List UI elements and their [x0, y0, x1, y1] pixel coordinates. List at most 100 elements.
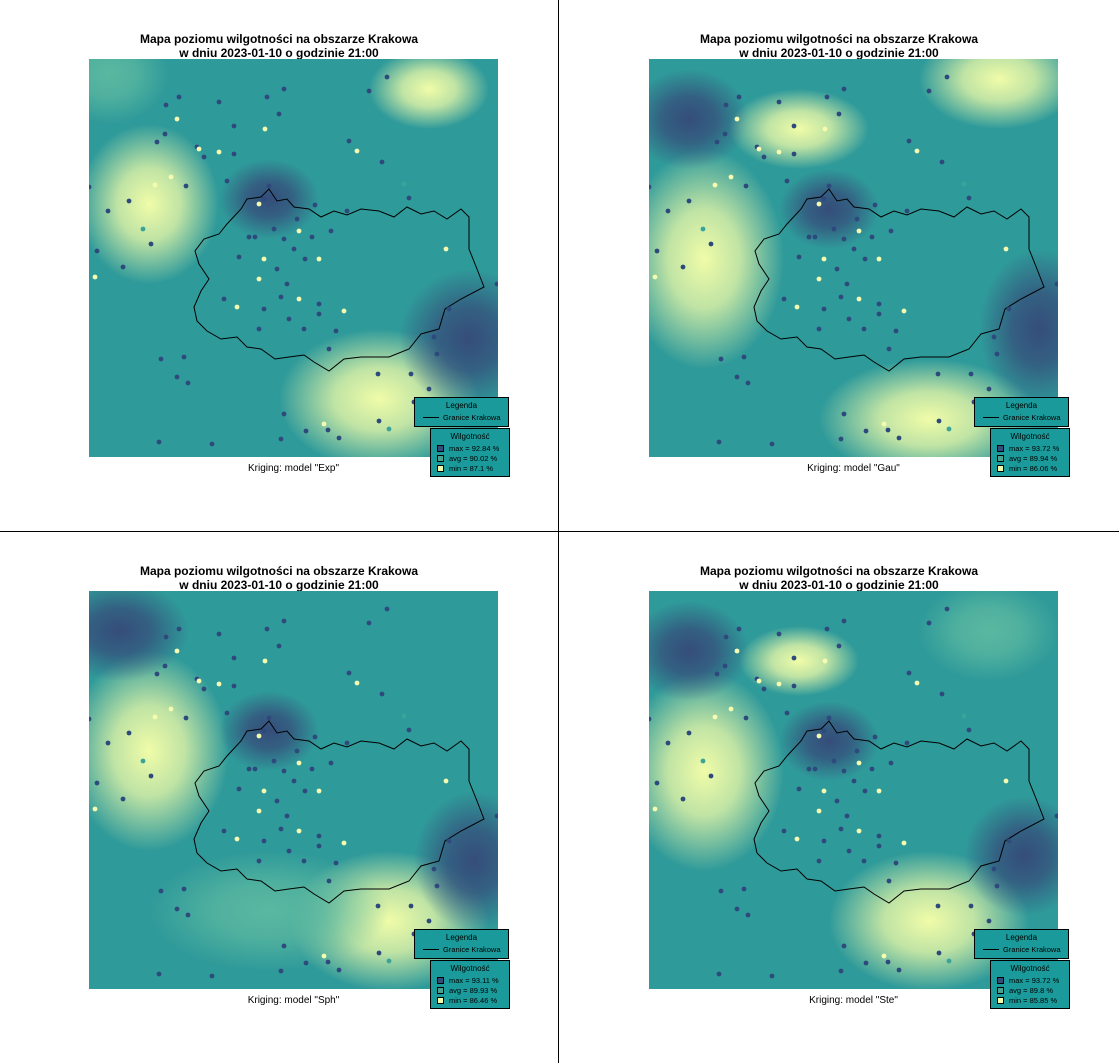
- station-point: [271, 758, 277, 764]
- map-svg: [89, 59, 498, 457]
- station-point: [1006, 306, 1012, 312]
- station-point: [966, 727, 972, 733]
- station-point: [126, 198, 132, 204]
- station-point: [174, 648, 180, 654]
- station-point: [869, 766, 875, 772]
- station-point: [712, 182, 718, 188]
- station-point: [126, 730, 132, 736]
- station-point: [302, 788, 308, 794]
- station-point: [821, 788, 827, 794]
- station-point: [276, 643, 282, 649]
- station-point: [296, 828, 302, 834]
- station-point: [162, 663, 168, 669]
- station-point: [728, 706, 734, 712]
- station-point: [183, 715, 189, 721]
- station-point: [872, 734, 878, 740]
- station-point: [443, 246, 449, 252]
- station-point: [266, 715, 272, 721]
- station-point: [806, 766, 812, 772]
- station-point: [816, 808, 822, 814]
- legend-title: Legenda: [1005, 401, 1038, 410]
- station-point: [271, 226, 277, 232]
- station-point: [274, 266, 280, 272]
- legend-avg-row: avg = 89.94 %: [997, 454, 1057, 463]
- high-humidity-zone: [779, 169, 879, 249]
- station-point: [791, 123, 797, 129]
- legend-min-row: min = 86.46 %: [437, 996, 497, 1005]
- map-subtitle: w dniu 2023-01-10 o godzinie 21:00: [179, 46, 379, 60]
- legend-min-row: min = 87.1 %: [437, 464, 493, 473]
- station-point: [761, 154, 767, 160]
- avg-swatch: [997, 986, 1004, 994]
- station-point: [221, 828, 227, 834]
- legend-title: Legenda: [445, 401, 478, 410]
- station-point: [443, 778, 449, 784]
- legend-title: Legenda: [445, 933, 478, 942]
- high-humidity-zone: [219, 691, 319, 771]
- station-point: [252, 234, 258, 240]
- station-point: [862, 788, 868, 794]
- humidity-legend: Wilgotność max = 93.11 % avg = 89.93 % m…: [430, 960, 510, 1009]
- station-point: [862, 256, 868, 262]
- station-point: [341, 308, 347, 314]
- station-point: [120, 796, 126, 802]
- station-point: [831, 758, 837, 764]
- station-point: [700, 758, 706, 764]
- station-point: [961, 181, 967, 187]
- station-point: [896, 967, 902, 973]
- high-humidity-zone: [414, 791, 498, 931]
- station-point: [936, 418, 942, 424]
- station-point: [736, 94, 742, 100]
- station-point: [256, 858, 262, 864]
- krakow-boundary: [193, 720, 485, 904]
- station-point: [901, 308, 907, 314]
- station-point: [876, 311, 882, 317]
- station-point: [446, 306, 452, 312]
- low-humidity-zone: [729, 89, 869, 169]
- station-point: [886, 878, 892, 884]
- max-swatch: [997, 444, 1004, 452]
- station-point: [665, 208, 671, 214]
- station-point: [991, 334, 997, 340]
- station-point: [201, 686, 207, 692]
- station-point: [325, 427, 331, 433]
- station-point: [939, 159, 945, 165]
- station-point: [896, 435, 902, 441]
- humidity-legend-title: Wilgotność: [450, 432, 490, 441]
- station-point: [278, 968, 284, 974]
- station-point: [712, 714, 718, 720]
- station-point: [94, 780, 100, 786]
- max-swatch: [997, 976, 1004, 984]
- station-point: [274, 798, 280, 804]
- station-point: [856, 228, 862, 234]
- station-point: [354, 680, 360, 686]
- station-point: [846, 848, 852, 854]
- map-panel-ste: Mapa poziomu wilgotności na obszarze Kra…: [560, 532, 1118, 1063]
- boundary-legend: Legenda Granice Krakowa: [414, 397, 509, 427]
- station-point: [816, 276, 822, 282]
- map-subtitle: w dniu 2023-01-10 o godzinie 21:00: [739, 578, 939, 592]
- station-point: [196, 146, 202, 152]
- humidity-legend: Wilgotność max = 93.72 % avg = 89.8 % mi…: [990, 960, 1070, 1009]
- station-point: [841, 411, 847, 417]
- station-point: [326, 346, 332, 352]
- station-point: [756, 678, 762, 684]
- station-point: [426, 918, 432, 924]
- map-caption: Kriging: model "Ste": [809, 995, 898, 1006]
- station-point: [680, 796, 686, 802]
- station-point: [148, 241, 154, 247]
- station-point: [296, 760, 302, 766]
- station-point: [312, 734, 318, 740]
- station-point: [216, 631, 222, 637]
- station-point: [1054, 281, 1058, 287]
- station-point: [376, 950, 382, 956]
- station-point: [256, 326, 262, 332]
- station-point: [743, 183, 749, 189]
- legend-title: Legenda: [1005, 933, 1038, 942]
- humidity-legend: Wilgotność max = 92.84 % avg = 90.02 % m…: [430, 428, 510, 477]
- station-point: [872, 202, 878, 208]
- station-point: [301, 858, 307, 864]
- map-title: Mapa poziomu wilgotności na obszarze Kra…: [699, 564, 979, 578]
- station-point: [914, 680, 920, 686]
- station-point: [281, 768, 287, 774]
